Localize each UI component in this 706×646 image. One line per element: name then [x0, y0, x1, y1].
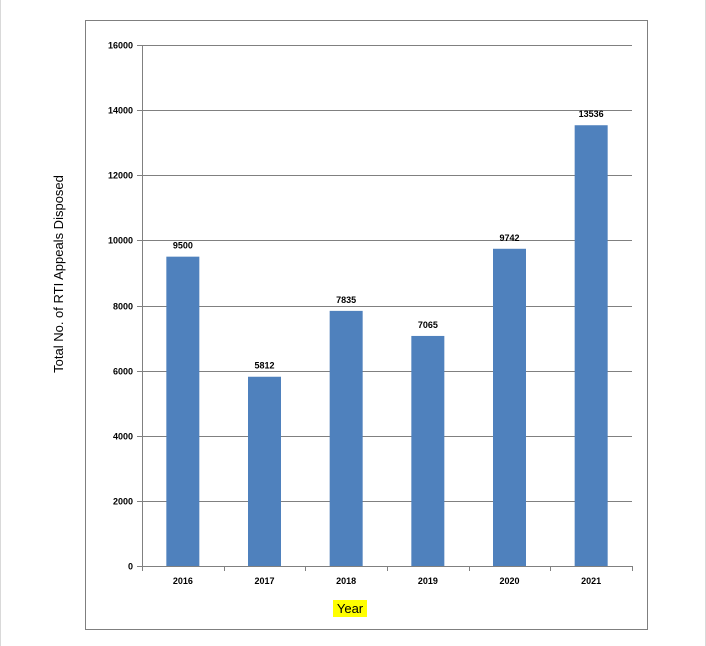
data-label-2016: 9500: [173, 241, 193, 251]
y-tick-label: 6000: [113, 367, 133, 377]
data-label-2021: 13536: [579, 109, 604, 119]
bars: [166, 125, 608, 566]
bar-2017: [248, 376, 281, 566]
y-tick-label: 10000: [108, 236, 133, 246]
bar-2016: [166, 256, 200, 566]
data-label-2018: 7835: [336, 295, 356, 305]
x-axis-title: Year: [337, 601, 364, 616]
y-tick-label: 12000: [108, 171, 133, 181]
bar-2019: [411, 335, 445, 566]
x-tick-label-2016: 2016: [173, 576, 193, 586]
y-tick-label: 2000: [113, 497, 133, 507]
bar-2021: [574, 125, 608, 566]
labels: 0 2000 4000 6000 8000 10000 12000 14000 16000 950…: [108, 41, 604, 587]
data-label-2020: 9742: [499, 233, 519, 243]
y-tick-label: 0: [128, 562, 133, 572]
data-label-2019: 7065: [418, 320, 438, 330]
y-tick-label: 14000: [108, 106, 133, 116]
data-label-2017: 5812: [254, 361, 274, 371]
x-tick-label-2019: 2019: [418, 576, 438, 586]
bar-2018: [329, 310, 363, 566]
x-tick-label-2018: 2018: [336, 576, 356, 586]
y-tick-label: 8000: [113, 302, 133, 312]
x-tick-label-2020: 2020: [499, 576, 519, 586]
x-tick-label-2021: 2021: [581, 576, 601, 586]
gridlines: [142, 45, 632, 502]
y-tick-label: 4000: [113, 432, 133, 442]
axes: [137, 45, 633, 571]
bar-2020: [493, 248, 526, 566]
x-tick-label-2017: 2017: [254, 576, 274, 586]
y-axis-title: Total No. of RTI Appeals Disposed: [51, 175, 66, 373]
x-axis-title-highlight: [333, 600, 367, 617]
y-tick-label: 16000: [108, 41, 133, 51]
